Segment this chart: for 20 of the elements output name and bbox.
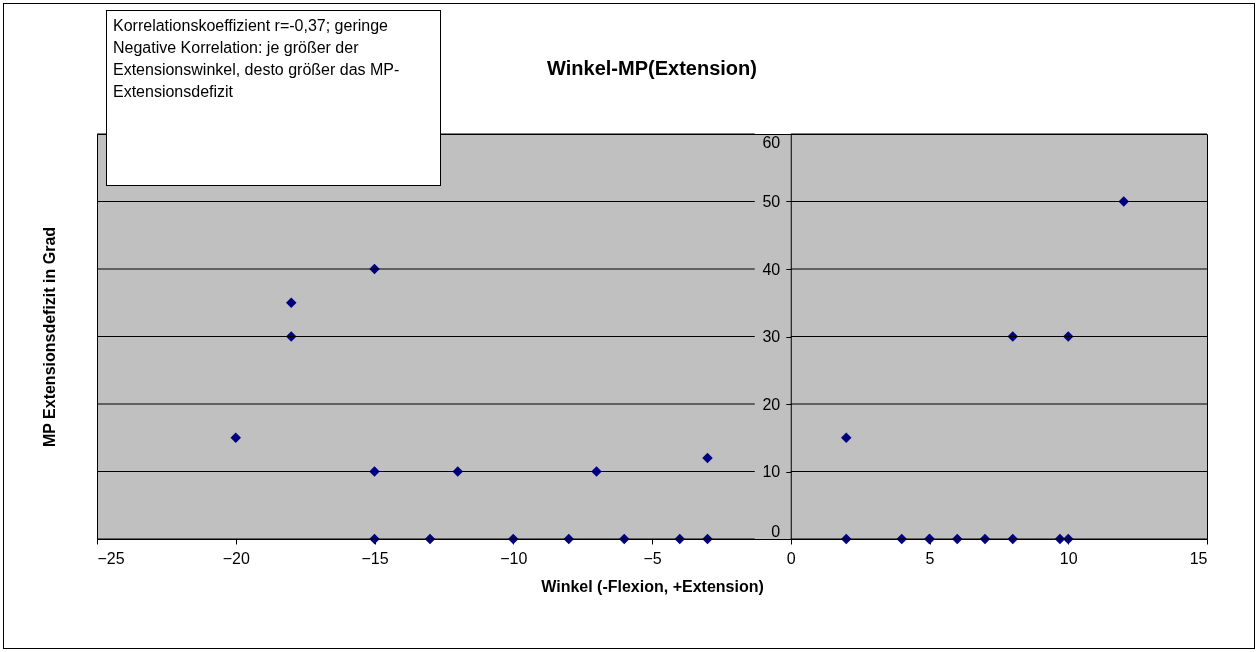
x-axis-title: Winkel (-Flexion, +Extension) bbox=[541, 577, 764, 595]
note-box: Korrelationskoeffizient r=-0,37; geringe Negative Korrelation: je größer der Extensionswinkel, desto größer das MP-Extensionsdefizit bbox=[106, 10, 441, 186]
y-axis-title: MP Extensionsdefizit in Grad bbox=[40, 226, 58, 448]
y-tick-label: 40 bbox=[762, 260, 781, 278]
x-tick-label: 0 bbox=[786, 549, 796, 567]
x-tick-label: 5 bbox=[925, 549, 935, 567]
y-tick-label: 50 bbox=[762, 193, 781, 210]
y-tick-label: 20 bbox=[762, 395, 781, 413]
y-tick-label: 0 bbox=[771, 522, 781, 540]
chart-title: Winkel-MP(Extension) bbox=[547, 56, 757, 79]
y-tick-label: 60 bbox=[762, 133, 781, 151]
x-tick-label: −25 bbox=[97, 549, 125, 567]
x-tick-label: −5 bbox=[643, 549, 662, 567]
y-tick-label: 30 bbox=[762, 328, 781, 345]
x-tick-label: −10 bbox=[500, 549, 528, 567]
x-tick-label: −15 bbox=[361, 549, 389, 567]
x-tick-label: 10 bbox=[1059, 549, 1078, 567]
x-tick-label: −20 bbox=[222, 549, 250, 567]
y-tick-label: 10 bbox=[762, 463, 781, 480]
x-tick-label: 15 bbox=[1189, 549, 1208, 567]
